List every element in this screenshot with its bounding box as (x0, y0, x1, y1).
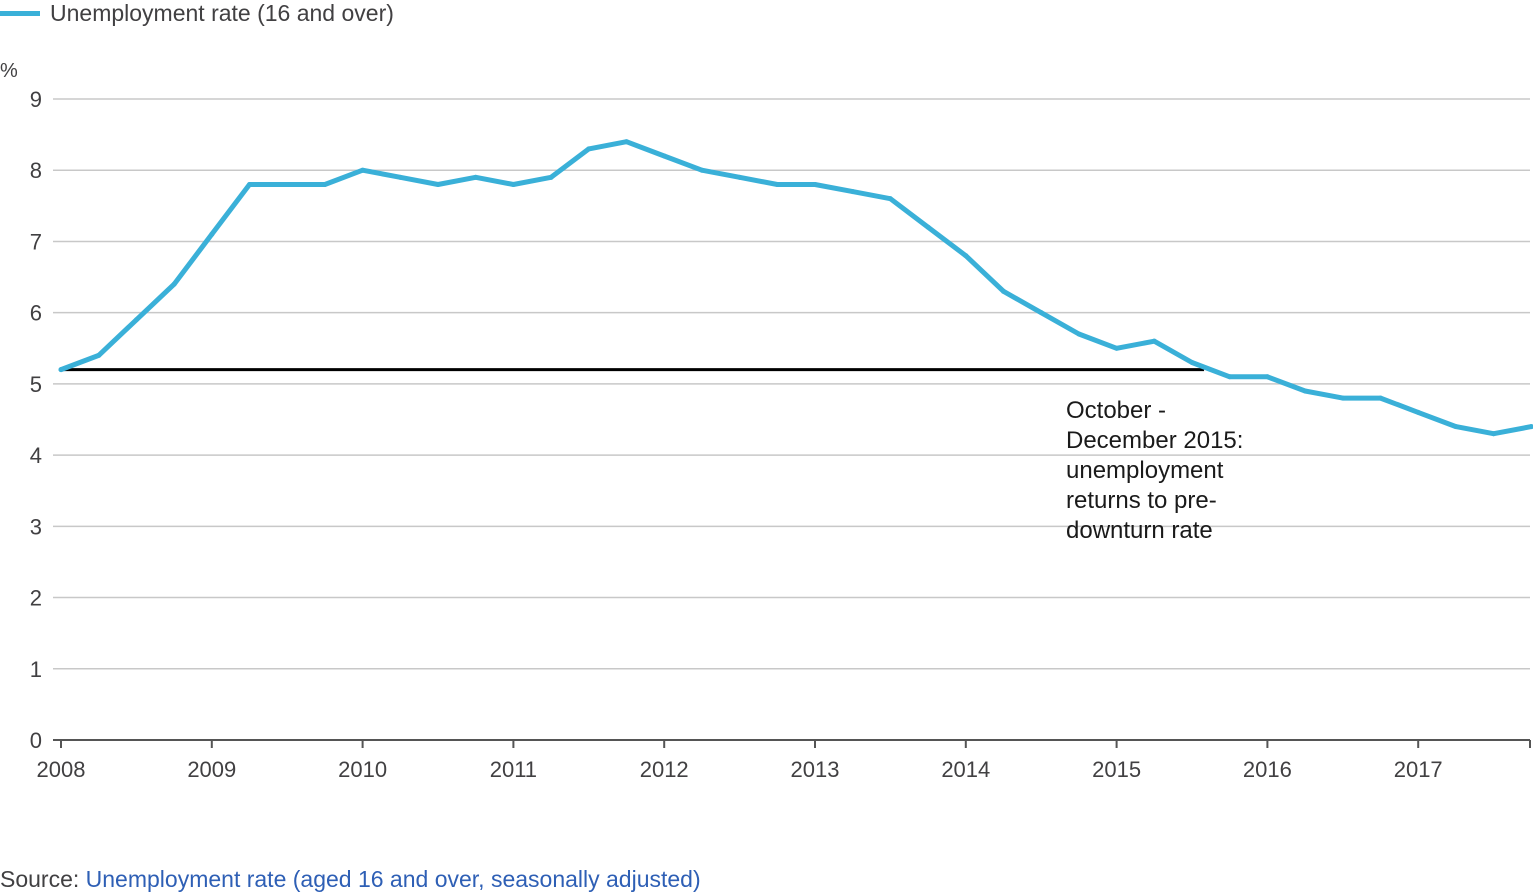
series-line (58, 139, 1533, 437)
annotation-line: returns to pre- (1066, 487, 1217, 514)
y-tick-label: 3 (30, 514, 42, 539)
y-tick-label: 4 (30, 443, 42, 468)
data-point (1453, 424, 1459, 430)
annotation-line: downturn rate (1066, 517, 1213, 544)
data-point (435, 181, 441, 187)
data-point (1114, 345, 1120, 351)
annotation-line: unemployment (1066, 457, 1224, 484)
data-point (247, 181, 252, 187)
y-tick-label: 6 (30, 301, 42, 326)
x-tick-label: 2012 (640, 757, 689, 782)
data-point (737, 174, 743, 180)
x-tick-label: 2010 (338, 757, 387, 782)
y-tick-label: 9 (30, 87, 42, 112)
data-point (1302, 388, 1308, 394)
source-link[interactable]: Unemployment rate (aged 16 and over, sea… (85, 866, 701, 892)
x-tick-label: 2013 (791, 757, 840, 782)
data-point (1491, 431, 1497, 437)
source-line: Source: Unemployment rate (aged 16 and o… (0, 866, 701, 893)
data-point (1264, 374, 1270, 380)
y-tick-label: 5 (30, 372, 42, 397)
data-point (360, 167, 366, 173)
x-tick-label: 2009 (187, 757, 236, 782)
y-tick-label: 2 (30, 586, 42, 611)
data-point (1001, 288, 1006, 294)
series-group (58, 139, 1533, 437)
data-point (1340, 395, 1346, 401)
annotation-text: October - December 2015: unemployment re… (1066, 396, 1243, 546)
legend-swatch (0, 10, 40, 16)
data-point (774, 181, 780, 187)
data-point (1189, 360, 1195, 366)
data-point (925, 224, 931, 230)
data-point (96, 352, 102, 358)
data-point (284, 181, 290, 187)
y-tick-label: 8 (30, 158, 42, 183)
data-point (397, 174, 403, 180)
x-tick-label: 2011 (490, 757, 537, 782)
x-axis (53, 739, 1531, 748)
x-tick-label: 2017 (1394, 757, 1443, 782)
legend: Unemployment rate (16 and over) (0, 0, 394, 26)
data-point (586, 146, 592, 152)
annotation-line: October - (1066, 397, 1167, 424)
y-tick-label: 7 (30, 229, 42, 254)
data-point (850, 189, 856, 195)
data-point (699, 167, 705, 173)
y-tick-labels: 0 1 2 3 4 5 6 7 8 9 (30, 87, 42, 753)
data-point (661, 153, 667, 159)
legend-label: Unemployment rate (16 and over) (50, 0, 394, 26)
data-point (1227, 374, 1233, 380)
y-axis-unit-label: % (0, 60, 18, 82)
data-point (133, 317, 139, 323)
y-tick-label: 1 (30, 657, 42, 682)
data-point (1528, 424, 1533, 430)
data-point (58, 367, 64, 373)
source-prefix: Source: (0, 866, 80, 892)
data-point (812, 181, 818, 187)
data-point (624, 139, 629, 145)
data-point (1151, 338, 1157, 344)
data-point (473, 174, 479, 180)
x-tick-label: 2008 (37, 757, 86, 782)
data-point (209, 231, 215, 237)
data-point (171, 281, 177, 287)
data-point (1378, 395, 1383, 401)
x-tick-label: 2014 (941, 757, 990, 782)
data-point (548, 174, 554, 180)
data-point (510, 181, 516, 187)
x-tick-label: 2016 (1243, 757, 1292, 782)
data-point (963, 253, 969, 259)
data-point (1415, 409, 1421, 415)
data-point (322, 181, 328, 187)
x-tick-labels: 2008 2009 2010 2011 2012 2013 2014 2015 2016 2017 (37, 757, 1443, 782)
data-point (887, 196, 893, 202)
y-tick-label: 0 (30, 728, 42, 753)
data-point (1076, 331, 1082, 337)
x-tick-label: 2015 (1092, 757, 1141, 782)
data-point (1038, 310, 1044, 316)
annotation-line: December 2015: (1066, 427, 1244, 454)
